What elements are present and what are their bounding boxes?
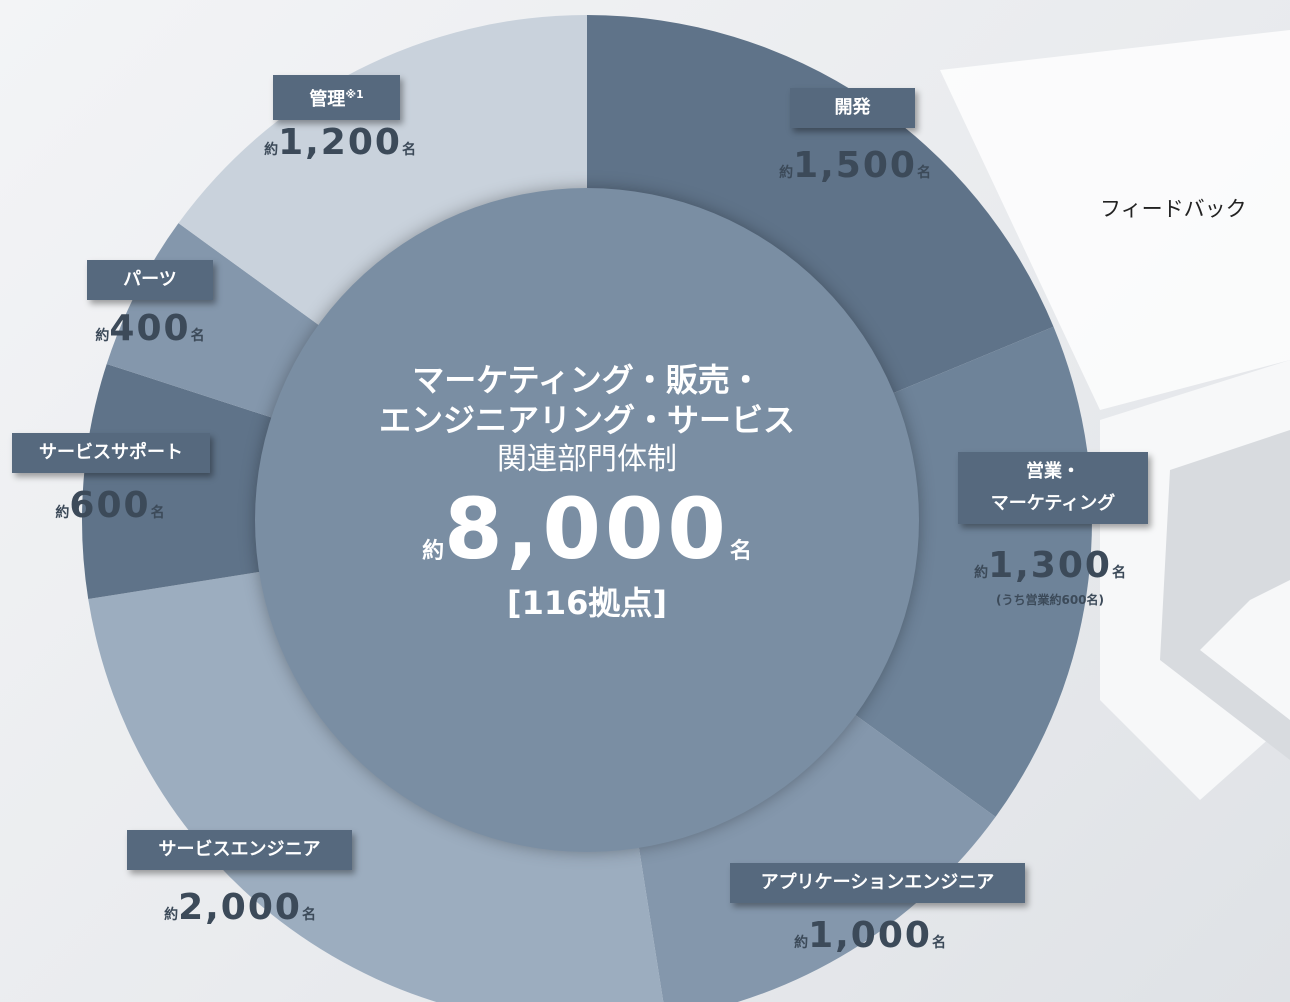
category-name: パーツ [123, 269, 177, 290]
category-note: ※1 [345, 88, 363, 101]
category-name: 管理 [309, 89, 345, 110]
center-subtitle: 関連部門体制 [337, 440, 837, 480]
category-label: 営業・ マーケティング [958, 452, 1148, 524]
suffix: 名 [191, 328, 205, 344]
value: 600 [69, 485, 150, 526]
category-name: アプリケーションエンジニア [761, 872, 995, 893]
center-total: 約8,000名 [337, 480, 837, 578]
value: 1,200 [278, 122, 402, 163]
category-name: 営業・ マーケティング [991, 461, 1116, 514]
value-note: (うち営業約600名) [996, 591, 1104, 608]
category-label: 管理※1 [273, 75, 400, 120]
suffix: 名 [402, 142, 416, 158]
suffix: 名 [917, 165, 931, 181]
value: 1,300 [988, 545, 1112, 586]
category-label: サービスエンジニア [127, 830, 352, 870]
category-name: 開発 [835, 97, 871, 118]
value-label: 約1,200名 [264, 122, 416, 163]
side-text: フィードバック [1100, 193, 1247, 223]
page: フィードバック マーケティング・販売・ エンジニアリング・サービス 関連部門体制… [0, 0, 1290, 1002]
prefix: 約 [779, 165, 793, 181]
prefix: 約 [55, 505, 69, 521]
value: 1,000 [808, 915, 932, 956]
suffix: 名 [1112, 565, 1126, 581]
value-label: 約400名 [95, 308, 204, 349]
category-name: サービスエンジニア [159, 839, 321, 860]
category-label: サービスサポート [12, 433, 210, 473]
prefix: 約 [974, 565, 988, 581]
suffix: 名 [730, 539, 752, 564]
value-label: 約1,300名 [974, 545, 1126, 586]
sites: [116拠点] [337, 578, 837, 624]
prefix: 約 [95, 328, 109, 344]
center-title: エンジニアリング・サービス [337, 400, 837, 440]
category-label: 開発 [790, 88, 915, 128]
prefix: 約 [422, 539, 444, 564]
center-label: マーケティング・販売・ エンジニアリング・サービス 関連部門体制 約8,000名… [337, 360, 837, 624]
category-label: パーツ [87, 260, 213, 300]
center-title: マーケティング・販売・ [337, 360, 837, 400]
suffix: 名 [151, 505, 165, 521]
category-name: サービスサポート [39, 442, 183, 463]
category-label: アプリケーションエンジニア [730, 863, 1025, 903]
value-label: 約600名 [55, 485, 164, 526]
value: 400 [109, 308, 190, 349]
value-label: 約1,500名 [779, 145, 931, 186]
value-label: 約1,000名 [794, 915, 946, 956]
value: 1,500 [793, 145, 917, 186]
prefix: 約 [794, 935, 808, 951]
suffix: 名 [932, 935, 946, 951]
prefix: 約 [264, 142, 278, 158]
total: 8,000 [444, 480, 730, 578]
value-label: 約2,000名 [164, 887, 316, 928]
value: 2,000 [178, 887, 302, 928]
suffix: 名 [302, 907, 316, 923]
prefix: 約 [164, 907, 178, 923]
